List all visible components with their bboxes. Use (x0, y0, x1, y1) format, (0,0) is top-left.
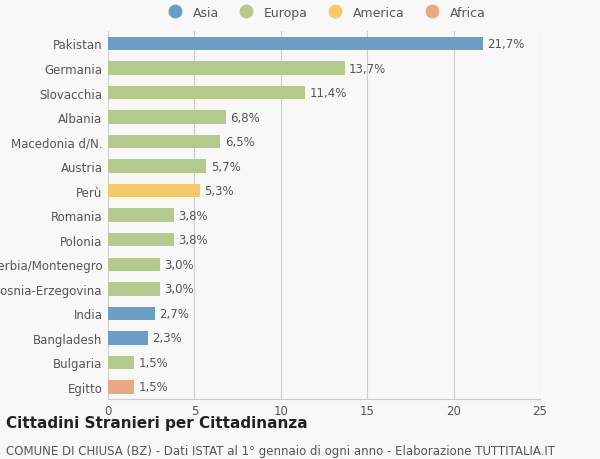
Text: 6,8%: 6,8% (230, 112, 260, 124)
Bar (108, 62, 345, 76)
Bar (108, 381, 134, 394)
Text: 5,7%: 5,7% (211, 160, 241, 173)
Text: 2,3%: 2,3% (152, 332, 182, 345)
Text: 13,7%: 13,7% (349, 62, 386, 75)
Text: 3,8%: 3,8% (178, 209, 208, 222)
Text: 3,0%: 3,0% (164, 283, 194, 296)
Text: 1,5%: 1,5% (138, 381, 168, 393)
Text: 21,7%: 21,7% (487, 38, 524, 51)
Bar (108, 111, 226, 124)
Bar (108, 356, 134, 369)
Bar (108, 185, 200, 198)
Legend: Asia, Europa, America, Africa: Asia, Europa, America, Africa (160, 4, 488, 22)
Text: 6,5%: 6,5% (224, 136, 254, 149)
Text: 2,7%: 2,7% (159, 307, 189, 320)
Bar (108, 234, 173, 247)
Bar (108, 307, 155, 320)
Bar (108, 331, 148, 345)
Bar (108, 258, 160, 271)
Text: COMUNE DI CHIUSA (BZ) - Dati ISTAT al 1° gennaio di ogni anno - Elaborazione TUT: COMUNE DI CHIUSA (BZ) - Dati ISTAT al 1°… (6, 444, 555, 458)
Text: 3,0%: 3,0% (164, 258, 194, 271)
Bar (108, 135, 220, 149)
Text: 5,3%: 5,3% (204, 185, 233, 198)
Bar (108, 209, 173, 223)
Bar (108, 38, 483, 51)
Bar (108, 160, 206, 174)
Text: 1,5%: 1,5% (138, 356, 168, 369)
Bar (108, 87, 305, 100)
Text: 3,8%: 3,8% (178, 234, 208, 246)
Bar (108, 282, 160, 296)
Text: Cittadini Stranieri per Cittadinanza: Cittadini Stranieri per Cittadinanza (6, 415, 308, 430)
Text: 11,4%: 11,4% (310, 87, 347, 100)
